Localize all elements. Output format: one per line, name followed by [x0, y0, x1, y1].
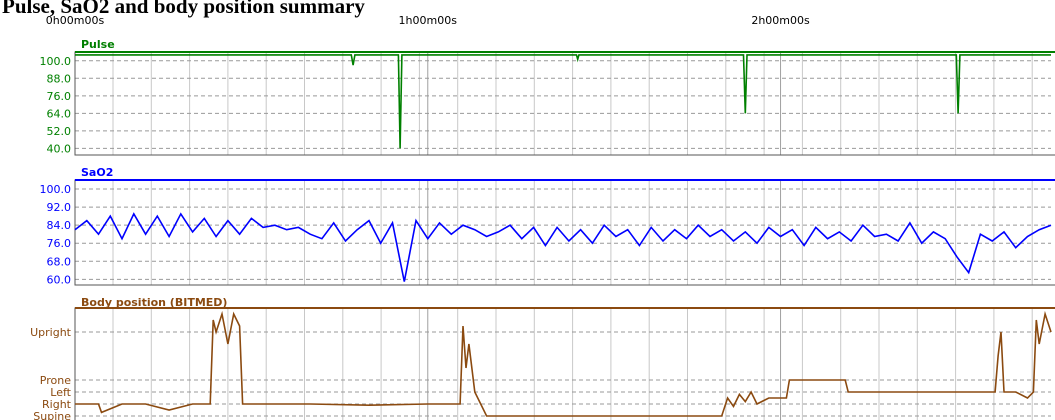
y-tick-label: 60.0 — [47, 273, 72, 286]
y-tick-label: Supine — [33, 410, 71, 420]
series-line — [75, 54, 1051, 149]
y-tick-label: 84.0 — [47, 219, 72, 232]
y-tick-label: 100.0 — [40, 55, 72, 68]
y-tick-label: Left — [50, 386, 71, 399]
y-tick-label: 88.0 — [47, 72, 72, 85]
x-tick-label: 0h00m00s — [46, 14, 105, 27]
y-tick-label: 92.0 — [47, 201, 72, 214]
chart-title: Pulse, SaO2 and body position summary — [2, 0, 365, 18]
y-tick-label: Right — [42, 398, 72, 411]
y-tick-label: Upright — [30, 326, 72, 339]
series-line — [75, 310, 1052, 417]
y-tick-label: 68.0 — [47, 255, 72, 268]
series-line — [74, 212, 1052, 282]
y-tick-label: 64.0 — [47, 107, 72, 120]
y-tick-label: 76.0 — [47, 237, 72, 250]
panel-label: SaO2 — [81, 166, 113, 179]
y-tick-label: 52.0 — [47, 125, 72, 138]
panel-label: Body position (BITMED) — [81, 296, 227, 309]
panel-label: Pulse — [81, 38, 115, 51]
x-tick-label: 2h00m00s — [751, 14, 810, 27]
y-tick-label: Prone — [40, 374, 71, 387]
y-tick-label: 40.0 — [47, 142, 72, 155]
y-tick-label: 76.0 — [47, 90, 72, 103]
y-tick-label: 100.0 — [40, 183, 72, 196]
x-tick-label: 1h00m00s — [399, 14, 458, 27]
